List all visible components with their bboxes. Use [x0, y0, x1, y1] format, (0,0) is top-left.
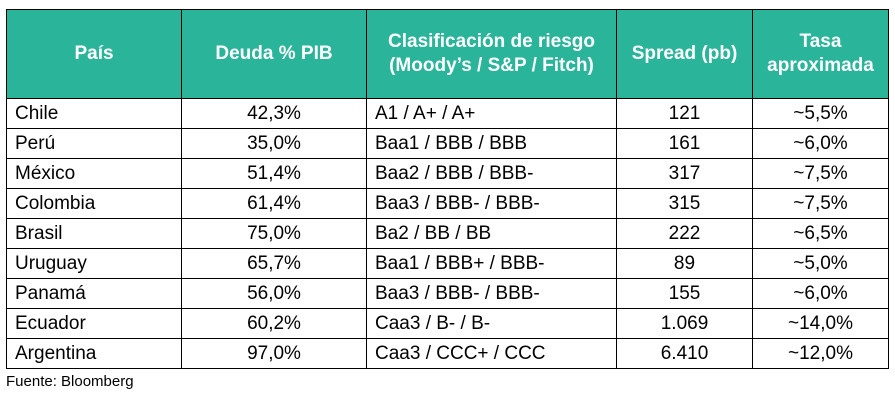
cell-risk-rating: Baa3 / BBB- / BBB- — [366, 188, 617, 219]
cell-country: Colombia — [6, 188, 182, 219]
country-debt-table: País Deuda % PIB Clasificación de riesgo… — [6, 9, 889, 369]
cell-debt-gdp: 61,4% — [181, 188, 367, 219]
cell-country: Panamá — [6, 278, 182, 309]
cell-country: Brasil — [6, 218, 182, 249]
header-risk-rating: Clasificación de riesgo (Moody’s / S&P /… — [366, 9, 617, 99]
table-row: Chile 42,3% A1 / A+ / A+ 121 ~5,5% — [6, 98, 889, 129]
cell-risk-rating: Baa3 / BBB- / BBB- — [366, 278, 617, 309]
table-row: Argentina 97,0% Caa3 / CCC+ / CCC 6.410 … — [6, 338, 889, 369]
cell-rate: ~5,0% — [752, 248, 889, 279]
table-body: Chile 42,3% A1 / A+ / A+ 121 ~5,5% Perú … — [6, 98, 889, 369]
cell-country: Perú — [6, 128, 182, 159]
cell-spread: 6.410 — [616, 338, 753, 369]
cell-risk-rating: Baa2 / BBB / BBB- — [366, 158, 617, 189]
cell-rate: ~5,5% — [752, 98, 889, 129]
cell-spread: 315 — [616, 188, 753, 219]
cell-country: Ecuador — [6, 308, 182, 339]
cell-rate: ~12,0% — [752, 338, 889, 369]
cell-debt-gdp: 97,0% — [181, 338, 367, 369]
cell-risk-rating: Baa1 / BBB+ / BBB- — [366, 248, 617, 279]
table-row: Ecuador 60,2% Caa3 / B- / B- 1.069 ~14,0… — [6, 308, 889, 339]
cell-country: Uruguay — [6, 248, 182, 279]
cell-risk-rating: Caa3 / CCC+ / CCC — [366, 338, 617, 369]
cell-rate: ~7,5% — [752, 188, 889, 219]
cell-spread: 161 — [616, 128, 753, 159]
cell-spread: 121 — [616, 98, 753, 129]
table-row: Uruguay 65,7% Baa1 / BBB+ / BBB- 89 ~5,0… — [6, 248, 889, 279]
cell-rate: ~6,0% — [752, 278, 889, 309]
cell-debt-gdp: 75,0% — [181, 218, 367, 249]
cell-debt-gdp: 42,3% — [181, 98, 367, 129]
header-country: País — [6, 9, 182, 99]
country-debt-table-container: País Deuda % PIB Clasificación de riesgo… — [6, 9, 889, 369]
source-note: Fuente: Bloomberg — [6, 373, 134, 390]
cell-spread: 317 — [616, 158, 753, 189]
table-row: Panamá 56,0% Baa3 / BBB- / BBB- 155 ~6,0… — [6, 278, 889, 309]
cell-debt-gdp: 65,7% — [181, 248, 367, 279]
cell-spread: 222 — [616, 218, 753, 249]
cell-debt-gdp: 56,0% — [181, 278, 367, 309]
table-row: Brasil 75,0% Ba2 / BB / BB 222 ~6,5% — [6, 218, 889, 249]
cell-rate: ~14,0% — [752, 308, 889, 339]
cell-country: Chile — [6, 98, 182, 129]
cell-risk-rating: Caa3 / B- / B- — [366, 308, 617, 339]
header-spread: Spread (pb) — [616, 9, 753, 99]
table-row: Perú 35,0% Baa1 / BBB / BBB 161 ~6,0% — [6, 128, 889, 159]
cell-risk-rating: A1 / A+ / A+ — [366, 98, 617, 129]
cell-debt-gdp: 60,2% — [181, 308, 367, 339]
table-row: México 51,4% Baa2 / BBB / BBB- 317 ~7,5% — [6, 158, 889, 189]
cell-rate: ~6,5% — [752, 218, 889, 249]
header-row: País Deuda % PIB Clasificación de riesgo… — [6, 9, 889, 99]
cell-risk-rating: Ba2 / BB / BB — [366, 218, 617, 249]
cell-country: México — [6, 158, 182, 189]
header-debt-gdp: Deuda % PIB — [181, 9, 367, 99]
cell-debt-gdp: 51,4% — [181, 158, 367, 189]
cell-rate: ~7,5% — [752, 158, 889, 189]
cell-country: Argentina — [6, 338, 182, 369]
cell-spread: 155 — [616, 278, 753, 309]
cell-spread: 89 — [616, 248, 753, 279]
cell-rate: ~6,0% — [752, 128, 889, 159]
cell-debt-gdp: 35,0% — [181, 128, 367, 159]
table-row: Colombia 61,4% Baa3 / BBB- / BBB- 315 ~7… — [6, 188, 889, 219]
cell-spread: 1.069 — [616, 308, 753, 339]
table-header: País Deuda % PIB Clasificación de riesgo… — [6, 9, 889, 99]
cell-risk-rating: Baa1 / BBB / BBB — [366, 128, 617, 159]
header-rate: Tasa aproximada — [752, 9, 889, 99]
